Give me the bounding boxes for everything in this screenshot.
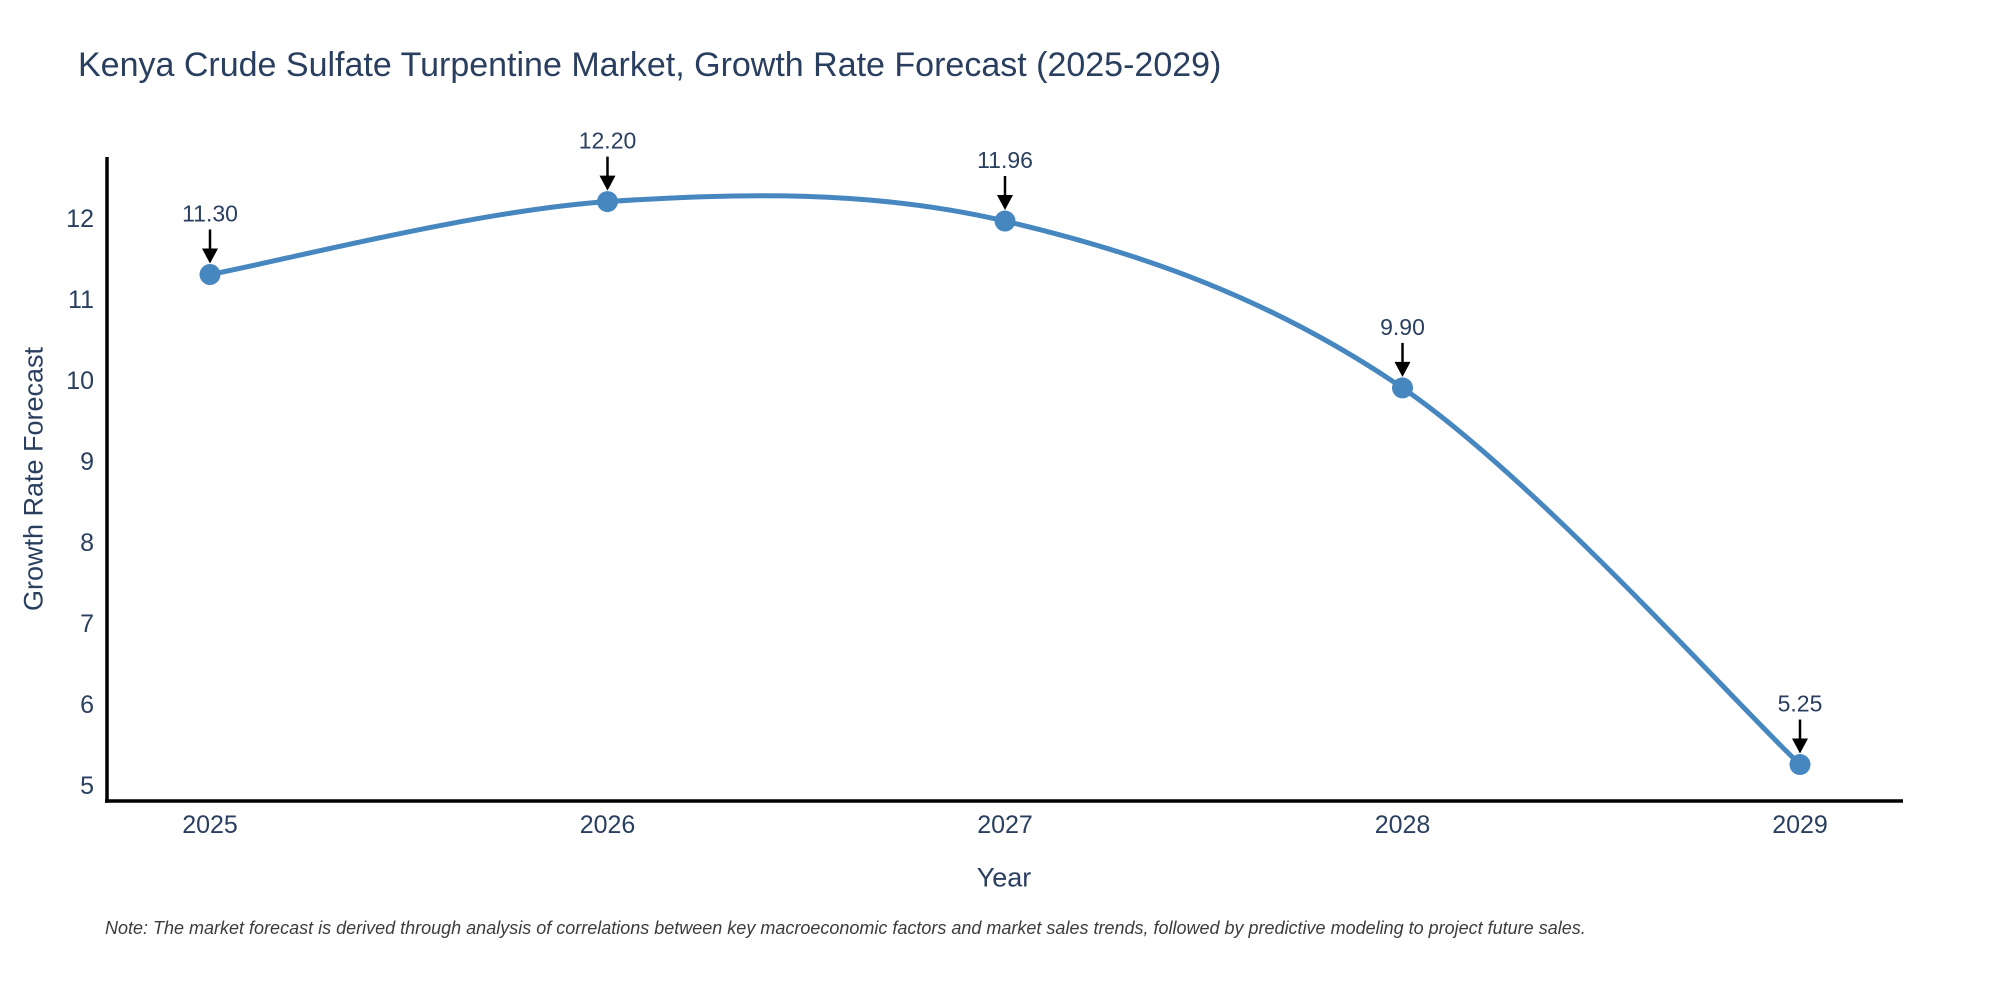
forecast-line bbox=[207, 193, 1803, 768]
y-tick-label: 5 bbox=[80, 772, 94, 800]
y-tick-label: 6 bbox=[80, 691, 94, 719]
data-point-label: 9.90 bbox=[1380, 314, 1425, 340]
annotation-arrowhead bbox=[599, 175, 616, 191]
y-tick-label: 12 bbox=[66, 205, 94, 233]
data-point-marker bbox=[1789, 754, 1811, 776]
data-point-marker bbox=[199, 264, 221, 285]
x-tick-label: 2025 bbox=[182, 811, 238, 839]
y-tick-label: 10 bbox=[66, 367, 94, 395]
annotation-arrowhead bbox=[997, 195, 1013, 211]
y-tick-label: 11 bbox=[68, 286, 94, 314]
annotation-arrowhead bbox=[202, 248, 218, 264]
data-point-marker bbox=[597, 191, 618, 213]
y-tick-label: 8 bbox=[80, 529, 94, 557]
x-axis-title: Year bbox=[976, 862, 1032, 893]
footnote: Note: The market forecast is derived thr… bbox=[105, 918, 1586, 938]
data-point-label: 11.30 bbox=[182, 201, 238, 227]
y-tick-label: 9 bbox=[80, 448, 94, 476]
data-point-label: 12.20 bbox=[579, 128, 637, 154]
x-tick-label: 2027 bbox=[977, 811, 1033, 839]
data-point-label: 11.96 bbox=[977, 147, 1033, 173]
chart-title: Kenya Crude Sulfate Turpentine Market, G… bbox=[78, 46, 1222, 84]
annotation-arrowhead bbox=[1394, 361, 1411, 377]
data-point-marker bbox=[1392, 377, 1413, 399]
x-tick-label: 2029 bbox=[1772, 811, 1828, 839]
x-tick-label: 2026 bbox=[580, 811, 636, 839]
x-tick-label: 2028 bbox=[1375, 811, 1431, 839]
y-tick-label: 7 bbox=[80, 610, 94, 638]
data-point-label: 5.25 bbox=[1778, 691, 1823, 717]
annotation-arrowhead bbox=[1792, 738, 1808, 754]
data-point-marker bbox=[994, 210, 1016, 232]
